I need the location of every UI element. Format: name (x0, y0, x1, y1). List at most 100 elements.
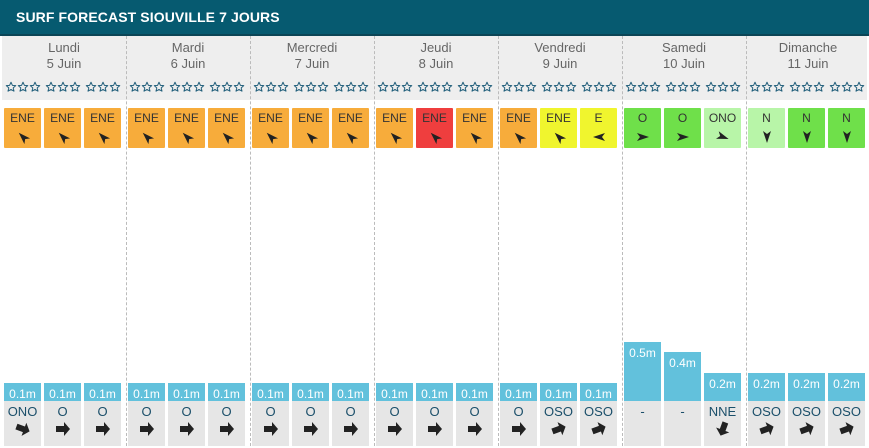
day-date: 7 Juin (294, 56, 330, 71)
star-icon (85, 80, 97, 92)
star-icon (5, 80, 17, 92)
star-icon (69, 80, 81, 92)
day-name: Samedi (661, 40, 707, 55)
swell-height-label: 0.1m (505, 387, 532, 401)
swell-height-bar: 0.1m (252, 383, 289, 401)
swell-direction-label: O (429, 404, 440, 419)
wind-cell[interactable]: ENE (128, 108, 165, 148)
swell-arrow-icon (139, 421, 155, 437)
star-icon (649, 80, 661, 92)
star-icon (265, 80, 277, 92)
day-name: Mardi (171, 40, 205, 55)
swell-arrow-icon (837, 419, 858, 440)
wind-arrow-icon (760, 130, 774, 144)
star-icon (565, 80, 577, 92)
wind-cell[interactable]: N (828, 108, 865, 148)
wind-arrow-icon (93, 127, 113, 147)
wind-arrow-icon (53, 127, 73, 147)
swell-height-label: 0.2m (709, 376, 736, 391)
wind-arrow-icon (549, 127, 569, 147)
swell-direction-label: O (345, 404, 356, 419)
wind-cell[interactable]: ENE (540, 108, 577, 148)
wind-cell[interactable]: E (580, 108, 617, 148)
swell-arrow-icon (13, 419, 34, 440)
day-name: Jeudi (420, 40, 452, 55)
swell-height-bar: 0.2m (788, 372, 825, 401)
wind-cell[interactable]: ENE (252, 108, 289, 148)
wind-cell[interactable]: ONO (704, 108, 741, 148)
swell-direction-cell (208, 401, 245, 446)
wind-arrow-icon (217, 127, 237, 147)
rating-stars (168, 80, 205, 92)
swell-height-bar: 0.1m (376, 383, 413, 401)
wind-cell[interactable]: ENE (4, 108, 41, 148)
swell-height-bar: 0.1m (84, 383, 121, 401)
swell-arrow-icon (263, 421, 279, 437)
forecast-slot: ENE 0.1m O (500, 36, 537, 446)
swell-direction-cell (332, 401, 369, 446)
swell-height-label: 0.1m (133, 387, 160, 401)
wind-direction-label: E (594, 111, 603, 125)
forecast-slot: ENE 0.1m O (208, 36, 245, 446)
swell-height-bar: 0.1m (4, 383, 41, 401)
wind-cell[interactable]: ENE (456, 108, 493, 148)
wind-cell[interactable]: ENE (416, 108, 453, 148)
forecast-slot: ENE 0.1m O (168, 36, 205, 446)
forecast-slot: O 0.4m - (664, 36, 701, 446)
star-icon (841, 80, 853, 92)
wind-cell[interactable]: ENE (500, 108, 537, 148)
wind-direction-label: ENE (546, 111, 571, 125)
wind-cell[interactable]: ENE (332, 108, 369, 148)
swell-direction-cell (624, 401, 661, 446)
day-divider (622, 36, 623, 446)
star-icon (689, 80, 701, 92)
swell-direction-cell (292, 401, 329, 446)
wind-arrow-icon (840, 130, 854, 144)
star-icon (333, 80, 345, 92)
wind-cell[interactable]: ENE (376, 108, 413, 148)
wind-cell[interactable]: ENE (44, 108, 81, 148)
wind-cell[interactable]: N (788, 108, 825, 148)
star-icon (17, 80, 29, 92)
star-icon (553, 80, 565, 92)
swell-direction-cell (252, 401, 289, 446)
wind-cell[interactable]: ENE (168, 108, 205, 148)
star-icon (525, 80, 537, 92)
day-column: Mardi 6 Juin ENE 0.1m O ENE 0.1m O ENE 0.1m O (126, 36, 250, 446)
day-divider (374, 36, 375, 446)
swell-height-bar: 0.2m (704, 372, 741, 401)
day-name: Dimanche (778, 40, 838, 55)
wind-cell[interactable]: ENE (292, 108, 329, 148)
star-icon (593, 80, 605, 92)
star-icon (29, 80, 41, 92)
swell-direction-cell (168, 401, 205, 446)
swell-direction-cell (128, 401, 165, 446)
swell-height-bar: 0.4m (664, 352, 701, 401)
swell-height-label: 0.1m (421, 387, 448, 401)
swell-direction-label: O (265, 404, 276, 419)
swell-arrow-icon (713, 419, 734, 440)
swell-height-label: 0.4m (669, 356, 696, 371)
wind-cell[interactable]: O (664, 108, 701, 148)
rating-stars (44, 80, 81, 92)
wind-direction-label: ENE (10, 111, 35, 125)
star-icon (761, 80, 773, 92)
forecast-grid: Lundi 5 Juin ENE 0.1m ONO ENE 0.1m O ENE 0.1m O Mar… (2, 36, 867, 446)
star-icon (417, 80, 429, 92)
swell-arrow-icon (343, 421, 359, 437)
day-date: 8 Juin (418, 56, 454, 71)
wind-cell[interactable]: ENE (84, 108, 121, 148)
day-column: Mercredi 7 Juin ENE 0.1m O ENE 0.1m O ENE 0.1m O (250, 36, 374, 446)
swell-height-label: 0.1m (257, 387, 284, 401)
wind-direction-label: O (677, 111, 688, 125)
star-icon (141, 80, 153, 92)
wind-cell[interactable]: ENE (208, 108, 245, 148)
wind-cell[interactable]: N (748, 108, 785, 148)
swell-height-label: 0.1m (173, 387, 200, 401)
swell-direction-label: - (640, 404, 645, 419)
forecast-slot: ENE 0.1m O (456, 36, 493, 446)
day-date: 10 Juin (663, 56, 705, 71)
swell-direction-label: O (389, 404, 400, 419)
wind-cell[interactable]: O (624, 108, 661, 148)
swell-height-label: 0.1m (585, 387, 612, 401)
